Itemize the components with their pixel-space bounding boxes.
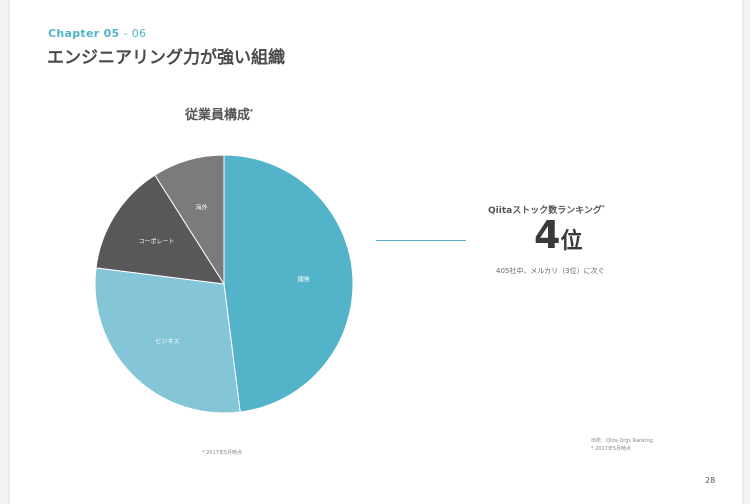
pie-slice: [95, 174, 225, 285]
pie-slice: [223, 154, 354, 413]
page-number: 28: [705, 476, 716, 485]
pie-footnote: * 2017年5月時点: [202, 450, 242, 456]
slide-title: エンジニアリング力が強い組織: [47, 48, 285, 68]
pie-chart: [94, 154, 354, 414]
pie-chart-title-text: 従業員構成: [185, 108, 251, 123]
pie-slice-label: 開発: [297, 276, 310, 284]
pie-slice-label: 海外: [195, 204, 208, 212]
chapter-label: Chapter 05 - 06: [48, 27, 146, 40]
pie-slice: [94, 267, 241, 414]
ranking-number: 4: [534, 213, 561, 257]
pie-slice: [154, 154, 225, 286]
chapter-subsection: - 06: [123, 27, 147, 40]
ranking-title-text: Qiitaストック数ランキング: [488, 206, 602, 216]
slide: Chapter 05 - 06 エンジニアリング力が強い組織 従業員構成* 開発…: [10, 0, 742, 504]
source-date-line: * 2017年5月時点: [591, 446, 631, 452]
chapter-number: Chapter 05: [48, 27, 120, 40]
ranking-value: 4位: [534, 216, 582, 255]
ranking-title: Qiitaストック数ランキング*: [488, 203, 605, 216]
pie-slice-label: ビジネス: [155, 338, 180, 346]
ranking-unit: 位: [560, 229, 583, 254]
source-note: 出所：Qiita Orgs Ranking * 2017年5月時点: [591, 437, 653, 453]
source-line: 出所：Qiita Orgs Ranking: [591, 438, 653, 444]
pie-chart-title: 従業員構成*: [185, 104, 253, 123]
pie-slice-label: コーポレート: [138, 238, 175, 246]
connector-line: [376, 240, 466, 241]
ranking-note: 405社中、メルカリ（3位）に次ぐ: [496, 267, 605, 275]
pie-chart-title-mark: *: [250, 108, 254, 116]
ranking-title-mark: *: [601, 205, 605, 211]
